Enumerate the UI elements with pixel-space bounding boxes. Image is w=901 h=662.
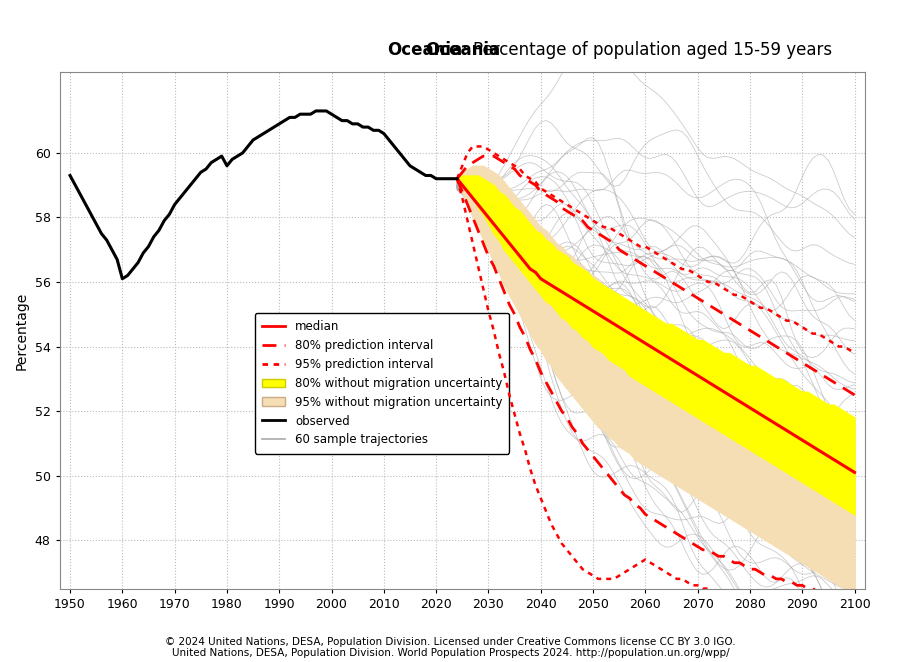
Legend: median, 80% prediction interval, 95% prediction interval, 80% without migration : median, 80% prediction interval, 95% pre… xyxy=(255,313,509,453)
Text: : Percentage of population aged 15-59 years: : Percentage of population aged 15-59 ye… xyxy=(462,41,833,60)
Y-axis label: Percentage: Percentage xyxy=(15,291,29,369)
Text: United Nations, DESA, Population Division. World Population Prospects 2024. http: United Nations, DESA, Population Divisio… xyxy=(172,648,729,658)
Text: Oceania: Oceania xyxy=(424,41,500,60)
Text: Oceania: Oceania xyxy=(387,41,462,60)
Text: © 2024 United Nations, DESA, Population Division. Licensed under Creative Common: © 2024 United Nations, DESA, Population … xyxy=(165,638,736,647)
